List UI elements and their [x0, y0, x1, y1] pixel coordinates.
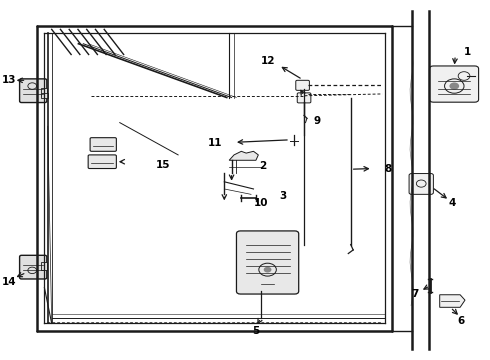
FancyBboxPatch shape [296, 80, 309, 90]
Text: 2: 2 [260, 161, 267, 171]
Circle shape [449, 82, 459, 90]
Text: 4: 4 [449, 198, 456, 208]
FancyBboxPatch shape [20, 79, 47, 103]
FancyBboxPatch shape [41, 262, 48, 270]
Text: 5: 5 [252, 325, 260, 336]
Text: 1: 1 [464, 46, 471, 57]
FancyBboxPatch shape [430, 66, 479, 102]
Text: 3: 3 [279, 191, 286, 201]
Text: 15: 15 [156, 160, 171, 170]
Polygon shape [440, 295, 465, 307]
Polygon shape [229, 151, 258, 160]
Text: 8: 8 [385, 164, 392, 174]
FancyBboxPatch shape [41, 93, 49, 98]
Text: 12: 12 [261, 55, 275, 66]
FancyBboxPatch shape [297, 93, 311, 103]
Text: 13: 13 [2, 75, 17, 85]
Text: 9: 9 [313, 116, 320, 126]
Text: 7: 7 [412, 289, 419, 299]
FancyBboxPatch shape [20, 255, 47, 279]
Text: 14: 14 [2, 277, 17, 287]
FancyBboxPatch shape [237, 231, 299, 294]
FancyBboxPatch shape [88, 155, 116, 168]
FancyBboxPatch shape [90, 138, 116, 151]
Text: 10: 10 [253, 198, 268, 208]
Circle shape [264, 267, 271, 273]
Text: 11: 11 [208, 138, 223, 148]
Text: 6: 6 [458, 316, 465, 325]
FancyBboxPatch shape [41, 88, 48, 96]
FancyBboxPatch shape [409, 174, 433, 194]
